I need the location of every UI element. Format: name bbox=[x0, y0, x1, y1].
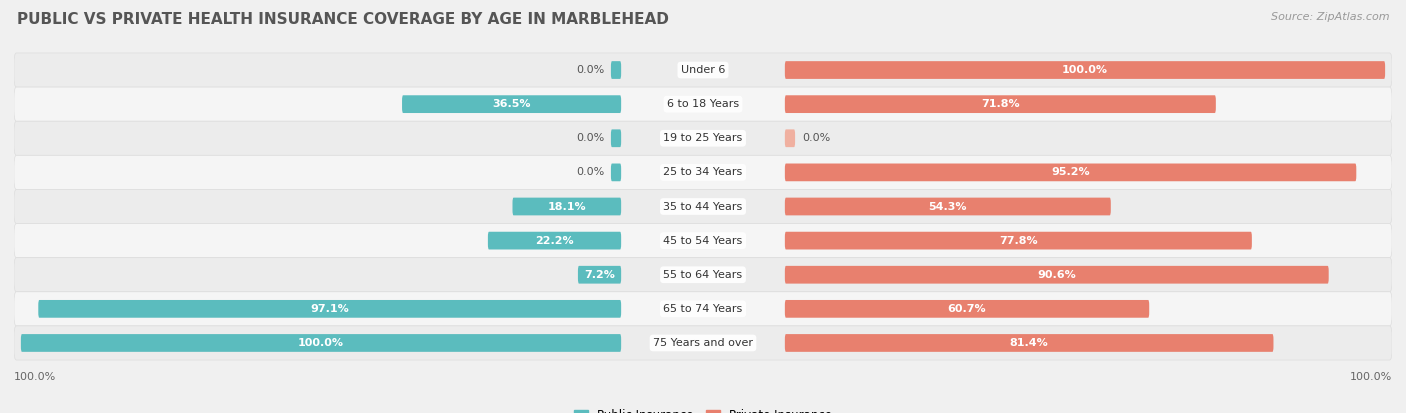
FancyBboxPatch shape bbox=[14, 190, 1392, 223]
Text: 100.0%: 100.0% bbox=[14, 372, 56, 382]
Text: 95.2%: 95.2% bbox=[1052, 167, 1090, 177]
Text: 45 to 54 Years: 45 to 54 Years bbox=[664, 236, 742, 246]
FancyBboxPatch shape bbox=[785, 61, 1385, 79]
FancyBboxPatch shape bbox=[785, 129, 794, 147]
Legend: Public Insurance, Private Insurance: Public Insurance, Private Insurance bbox=[569, 404, 837, 413]
Text: 60.7%: 60.7% bbox=[948, 304, 987, 314]
Text: 90.6%: 90.6% bbox=[1038, 270, 1076, 280]
Text: 0.0%: 0.0% bbox=[576, 133, 605, 143]
FancyBboxPatch shape bbox=[785, 232, 1251, 249]
FancyBboxPatch shape bbox=[785, 266, 1329, 284]
FancyBboxPatch shape bbox=[612, 164, 621, 181]
FancyBboxPatch shape bbox=[14, 121, 1392, 155]
Text: 36.5%: 36.5% bbox=[492, 99, 531, 109]
Text: 35 to 44 Years: 35 to 44 Years bbox=[664, 202, 742, 211]
FancyBboxPatch shape bbox=[21, 334, 621, 352]
FancyBboxPatch shape bbox=[14, 326, 1392, 360]
Text: 6 to 18 Years: 6 to 18 Years bbox=[666, 99, 740, 109]
FancyBboxPatch shape bbox=[14, 53, 1392, 87]
FancyBboxPatch shape bbox=[612, 129, 621, 147]
FancyBboxPatch shape bbox=[785, 334, 1274, 352]
Text: 25 to 34 Years: 25 to 34 Years bbox=[664, 167, 742, 177]
FancyBboxPatch shape bbox=[578, 266, 621, 284]
Text: Under 6: Under 6 bbox=[681, 65, 725, 75]
FancyBboxPatch shape bbox=[14, 292, 1392, 326]
FancyBboxPatch shape bbox=[785, 300, 1149, 318]
Text: 18.1%: 18.1% bbox=[547, 202, 586, 211]
Text: 7.2%: 7.2% bbox=[583, 270, 614, 280]
Text: 0.0%: 0.0% bbox=[576, 65, 605, 75]
FancyBboxPatch shape bbox=[785, 164, 1357, 181]
Text: 97.1%: 97.1% bbox=[311, 304, 349, 314]
FancyBboxPatch shape bbox=[14, 258, 1392, 292]
FancyBboxPatch shape bbox=[14, 223, 1392, 258]
Text: 22.2%: 22.2% bbox=[536, 236, 574, 246]
Text: 71.8%: 71.8% bbox=[981, 99, 1019, 109]
FancyBboxPatch shape bbox=[785, 198, 1111, 215]
Text: 65 to 74 Years: 65 to 74 Years bbox=[664, 304, 742, 314]
Text: 81.4%: 81.4% bbox=[1010, 338, 1049, 348]
Text: 19 to 25 Years: 19 to 25 Years bbox=[664, 133, 742, 143]
Text: 100.0%: 100.0% bbox=[298, 338, 344, 348]
Text: 54.3%: 54.3% bbox=[928, 202, 967, 211]
FancyBboxPatch shape bbox=[612, 61, 621, 79]
Text: 55 to 64 Years: 55 to 64 Years bbox=[664, 270, 742, 280]
FancyBboxPatch shape bbox=[785, 95, 1216, 113]
FancyBboxPatch shape bbox=[513, 198, 621, 215]
Text: Source: ZipAtlas.com: Source: ZipAtlas.com bbox=[1271, 12, 1389, 22]
Text: 100.0%: 100.0% bbox=[1062, 65, 1108, 75]
Text: 0.0%: 0.0% bbox=[576, 167, 605, 177]
Text: 100.0%: 100.0% bbox=[1350, 372, 1392, 382]
Text: 75 Years and over: 75 Years and over bbox=[652, 338, 754, 348]
FancyBboxPatch shape bbox=[14, 155, 1392, 190]
Text: 77.8%: 77.8% bbox=[1000, 236, 1038, 246]
FancyBboxPatch shape bbox=[402, 95, 621, 113]
FancyBboxPatch shape bbox=[38, 300, 621, 318]
FancyBboxPatch shape bbox=[488, 232, 621, 249]
Text: PUBLIC VS PRIVATE HEALTH INSURANCE COVERAGE BY AGE IN MARBLEHEAD: PUBLIC VS PRIVATE HEALTH INSURANCE COVER… bbox=[17, 12, 669, 27]
Text: 0.0%: 0.0% bbox=[801, 133, 830, 143]
FancyBboxPatch shape bbox=[14, 87, 1392, 121]
